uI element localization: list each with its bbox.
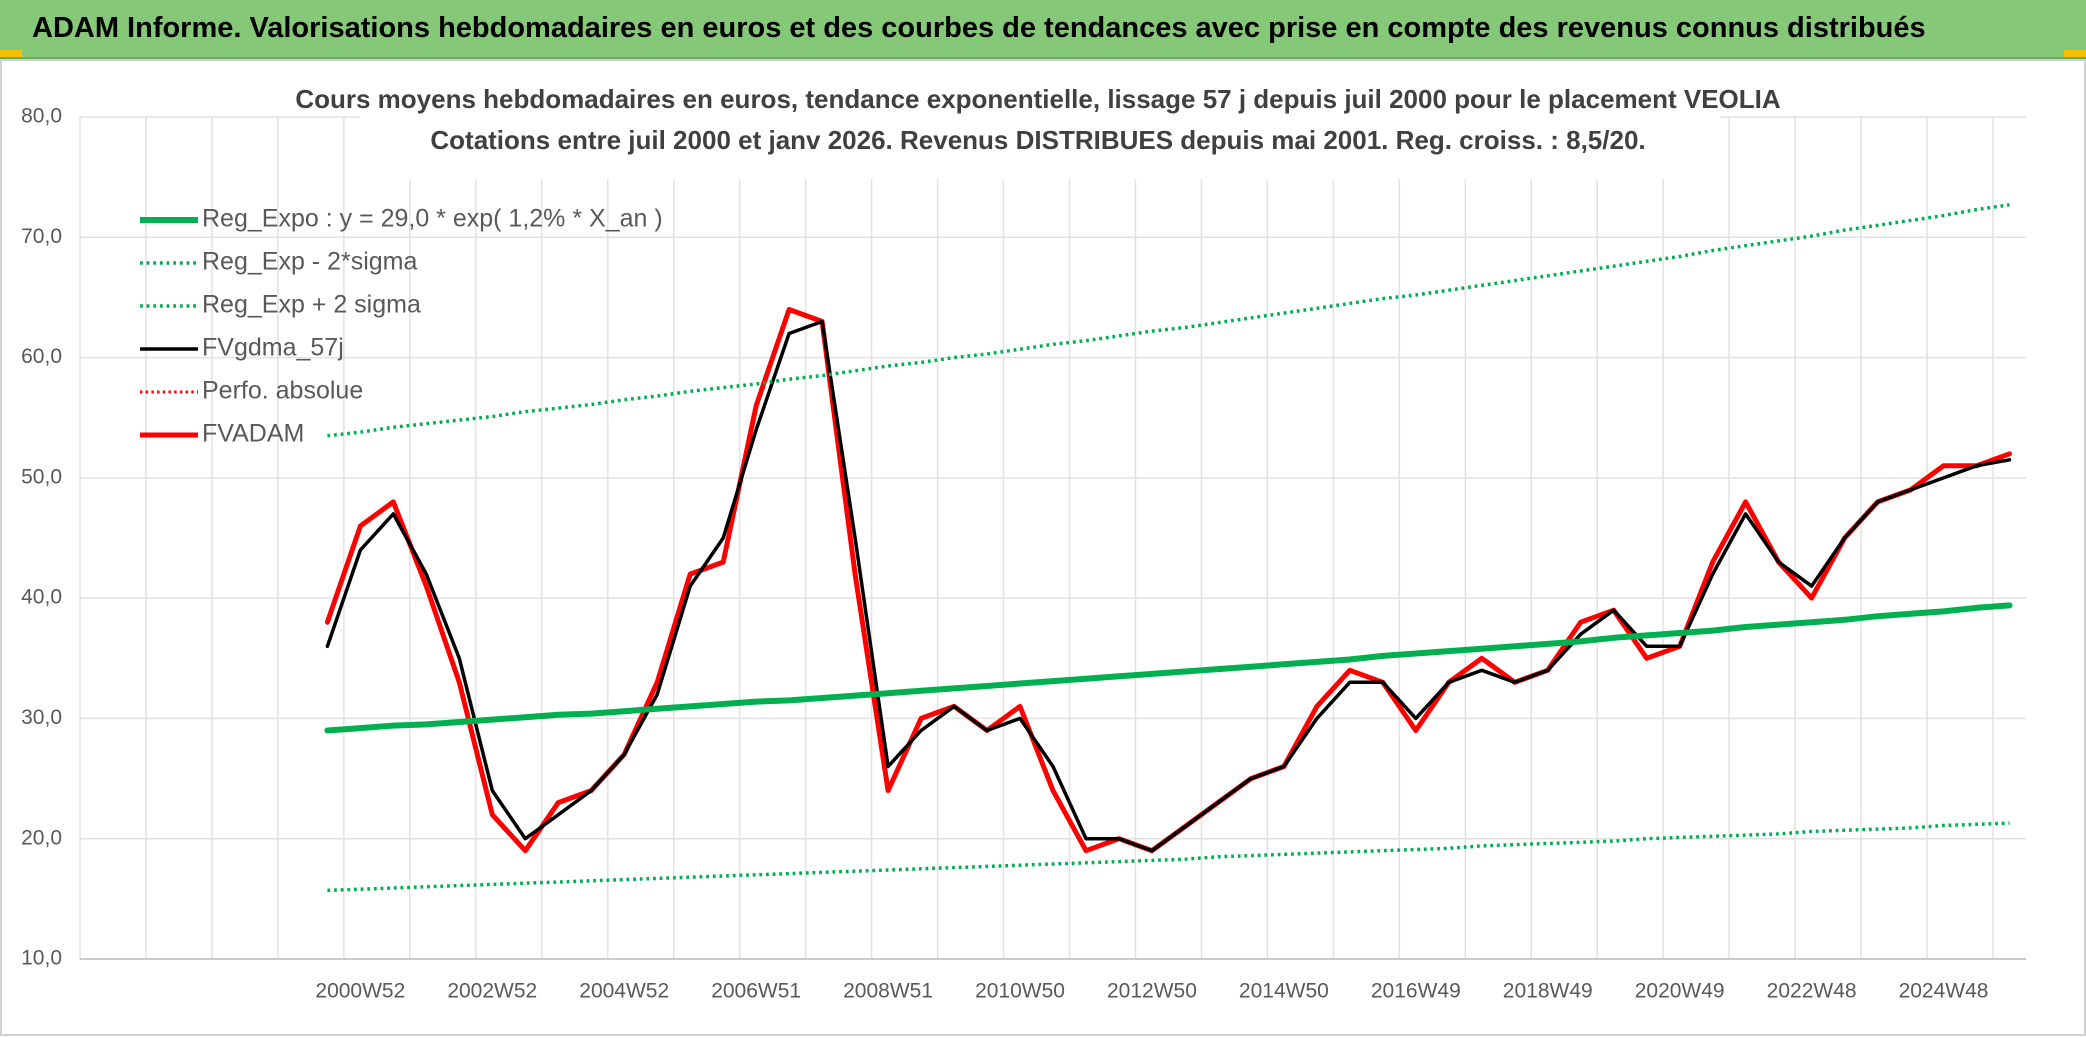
y-tick-label: 20,0	[21, 826, 62, 849]
x-tick-label: 2010W50	[975, 980, 1065, 1003]
y-tick-label: 80,0	[21, 105, 62, 128]
x-tick-label: 2016W49	[1371, 980, 1461, 1003]
series-line	[324, 602, 2013, 734]
x-tick-label: 2002W52	[447, 980, 537, 1003]
y-tick-label: 50,0	[21, 465, 62, 488]
chart-title: Cours moyens hebdomadaires en euros, ten…	[295, 84, 1781, 114]
series-line	[325, 319, 2012, 853]
x-tick-label: 2024W48	[1899, 980, 1989, 1003]
chart: 10,0 20,0 30,0 40,0 50,0 60,0 70,0 80,0 2000W52 2…	[0, 59, 2086, 1036]
legend-label: Reg_Exp + 2 sigma	[202, 291, 421, 319]
y-tick-label: 30,0	[21, 706, 62, 729]
legend-label: FVgdma_57j	[202, 334, 344, 362]
x-tick-label: 2006W51	[711, 980, 801, 1003]
y-tick-label: 10,0	[21, 947, 62, 970]
x-tick-label: 2018W49	[1503, 980, 1593, 1003]
legend-label: Perfo. absolue	[202, 377, 363, 405]
header-bar: ADAM Informe. Valorisations hebdomadaire…	[0, 0, 2086, 59]
x-tick-label: 2000W52	[315, 980, 405, 1003]
series-line	[327, 821, 2010, 893]
corner	[2064, 50, 2086, 57]
x-tick-label: 2022W48	[1767, 980, 1857, 1003]
y-tick-label: 70,0	[21, 225, 62, 248]
x-tick-label: 2008W51	[843, 980, 933, 1003]
grid: 10,0 20,0 30,0 40,0 50,0 60,0 70,0 80,0 2000W52 2…	[21, 105, 2026, 1003]
chart-subtitle: Cotations entre juil 2000 et janv 2026. …	[430, 125, 1645, 155]
x-tick-label: 2004W52	[579, 980, 669, 1003]
legend-label: FVADAM	[202, 420, 304, 448]
y-tick-label: 60,0	[21, 345, 62, 368]
x-tick-label: 2014W50	[1239, 980, 1329, 1003]
header-title: ADAM Informe. Valorisations hebdomadaire…	[32, 12, 1926, 44]
title-background	[360, 79, 1720, 179]
legend-label: Reg_Expo : y = 29,0 * exp( 1,2% * X_an )	[202, 205, 663, 233]
lines	[324, 203, 2013, 893]
y-tick-label: 40,0	[21, 586, 62, 609]
x-tick-label: 2012W50	[1107, 980, 1197, 1003]
legend: Reg_Expo : y = 29,0 * exp( 1,2% * X_an )…	[140, 205, 663, 448]
legend-label: Reg_Exp - 2*sigma	[202, 248, 417, 276]
chart-frame	[0, 59, 2086, 1036]
corner	[0, 50, 22, 57]
x-tick-label: 2020W49	[1635, 980, 1725, 1003]
